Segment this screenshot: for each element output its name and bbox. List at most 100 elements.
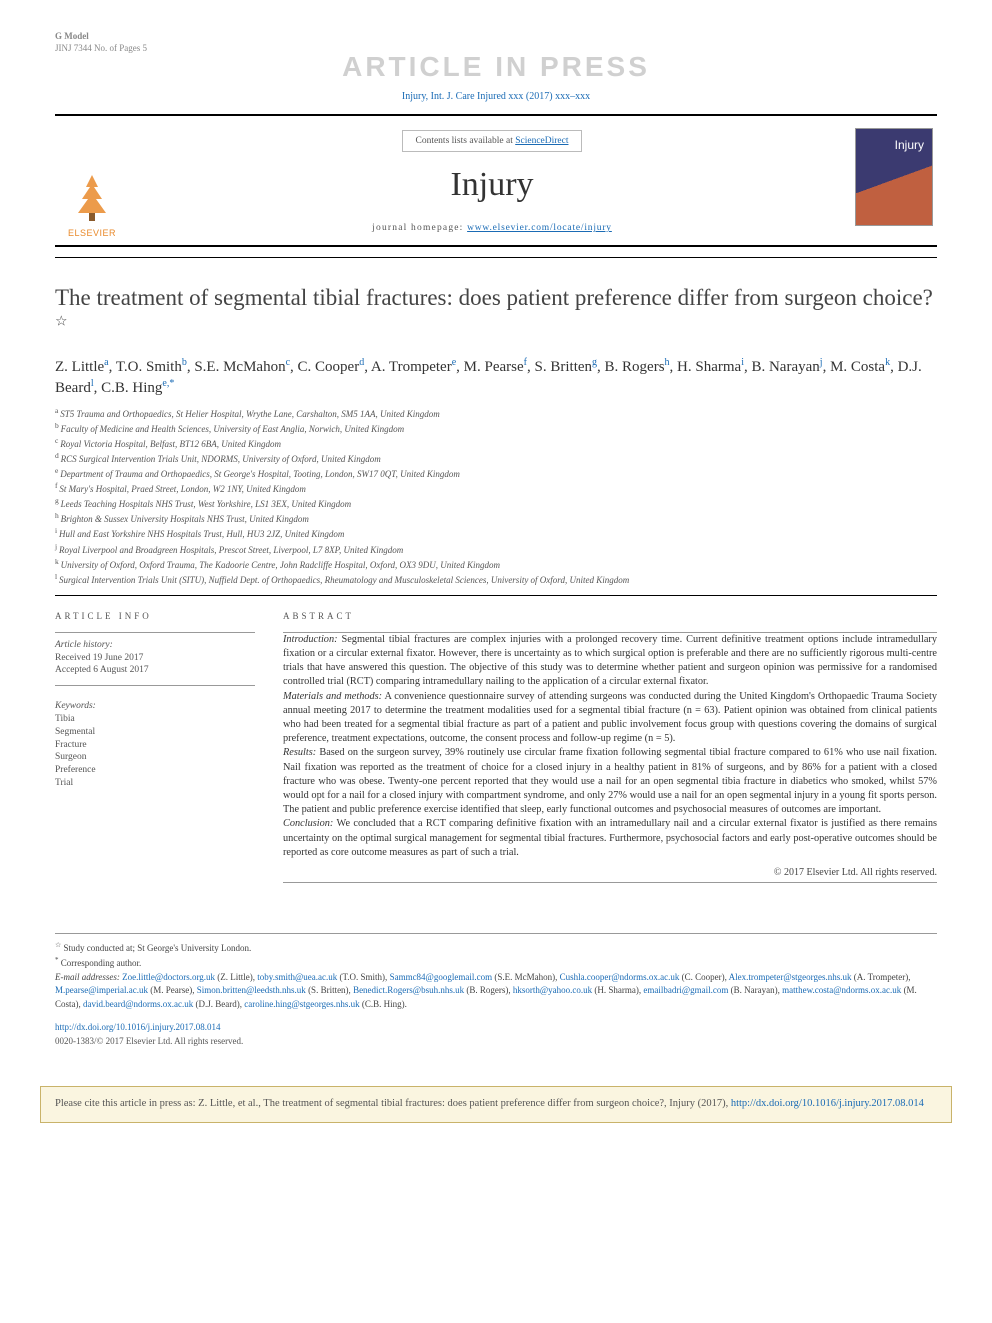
sciencedirect-link[interactable]: ScienceDirect bbox=[515, 136, 568, 146]
cite-text: Please cite this article in press as: Z.… bbox=[55, 1098, 731, 1109]
email-link[interactable]: caroline.hing@stgeorges.nhs.uk bbox=[244, 999, 359, 1009]
author-sup: e,* bbox=[162, 378, 174, 389]
email-link[interactable]: Cushla.cooper@ndorms.ox.ac.uk bbox=[560, 972, 680, 982]
email-link[interactable]: david.beard@ndorms.ox.ac.uk bbox=[83, 999, 193, 1009]
journal-cover-block: Injury bbox=[855, 124, 937, 246]
g-model-label: G Model bbox=[55, 31, 89, 41]
corresponding-footnote: * Corresponding author. bbox=[55, 955, 937, 971]
article-title: The treatment of segmental tibial fractu… bbox=[55, 284, 937, 342]
cover-title: Injury bbox=[895, 137, 924, 153]
affiliation-line: l Surgical Intervention Trials Unit (SIT… bbox=[55, 572, 937, 587]
received-line: Received 19 June 2017 bbox=[55, 652, 255, 665]
email-link[interactable]: Alex.trompeter@stgeorges.nhs.uk bbox=[729, 972, 852, 982]
authors-line: Z. Littlea, T.O. Smithb, S.E. McMahonc, … bbox=[55, 356, 937, 399]
article-in-press-watermark: ARTICLE IN PRESS bbox=[55, 48, 937, 86]
keyword-item: Trial bbox=[55, 777, 255, 790]
elsevier-label: ELSEVIER bbox=[68, 227, 116, 239]
homepage-label: journal homepage: bbox=[372, 223, 467, 233]
g-model-id: JINJ 7344 No. of Pages 5 bbox=[55, 43, 147, 53]
affiliation-line: d RCS Surgical Intervention Trials Unit,… bbox=[55, 451, 937, 466]
author-sup: d bbox=[359, 357, 364, 368]
email-link[interactable]: Zoe.little@doctors.org.uk bbox=[122, 972, 215, 982]
cite-doi-link[interactable]: http://dx.doi.org/10.1016/j.injury.2017.… bbox=[731, 1098, 924, 1109]
elsevier-tree-icon bbox=[64, 169, 120, 225]
elsevier-logo-block: ELSEVIER bbox=[55, 124, 129, 246]
journal-name: Injury bbox=[143, 162, 841, 208]
email-row: E-mail addresses: Zoe.little@doctors.org… bbox=[55, 971, 937, 1012]
homepage-line: journal homepage: www.elsevier.com/locat… bbox=[143, 222, 841, 235]
author-sup: g bbox=[592, 357, 597, 368]
two-column-region: ARTICLE INFO Article history: Received 1… bbox=[55, 610, 937, 883]
email-link[interactable]: M.pearse@imperial.ac.uk bbox=[55, 985, 148, 995]
mm-label: Materials and methods: bbox=[283, 691, 382, 702]
keywords-block: Keywords: TibiaSegmentalFractureSurgeonP… bbox=[55, 700, 255, 790]
email-label: E-mail addresses: bbox=[55, 972, 120, 982]
affiliation-line: e Department of Trauma and Orthopaedics,… bbox=[55, 466, 937, 481]
star-footnote: ☆ Study conducted at; St George's Univer… bbox=[55, 940, 937, 956]
keywords-label: Keywords: bbox=[55, 700, 255, 713]
contents-box: Contents lists available at ScienceDirec… bbox=[402, 130, 581, 153]
keyword-item: Segmental bbox=[55, 726, 255, 739]
corr-label: Corresponding author. bbox=[61, 958, 142, 968]
article-info-heading: ARTICLE INFO bbox=[55, 610, 255, 622]
title-text: The treatment of segmental tibial fractu… bbox=[55, 285, 933, 310]
title-star-icon: ☆ bbox=[55, 314, 68, 329]
email-link[interactable]: Simon.britten@leedsth.nhs.uk bbox=[197, 985, 306, 995]
abstract-col: ABSTRACT Introduction: Segmental tibial … bbox=[283, 610, 937, 883]
author-sup: j bbox=[820, 357, 823, 368]
affiliations-block: a ST5 Trauma and Orthopaedics, St Helier… bbox=[55, 406, 937, 587]
author-sup: f bbox=[524, 357, 527, 368]
abstract-heading: ABSTRACT bbox=[283, 610, 937, 622]
mm-text: A convenience questionnaire survey of at… bbox=[283, 691, 937, 745]
email-link[interactable]: toby.smith@uea.ac.uk bbox=[257, 972, 337, 982]
author-sup: e bbox=[452, 357, 456, 368]
journal-cover-thumbnail: Injury bbox=[855, 128, 933, 226]
intro-label: Introduction: bbox=[283, 634, 338, 645]
affiliation-line: f St Mary's Hospital, Praed Street, Lond… bbox=[55, 481, 937, 496]
author-sup: k bbox=[885, 357, 890, 368]
masthead-rule bbox=[55, 257, 937, 258]
author-sup: i bbox=[741, 357, 744, 368]
star-icon: ☆ bbox=[55, 941, 61, 949]
footnotes-block: ☆ Study conducted at; St George's Univer… bbox=[55, 933, 937, 1049]
keyword-item: Surgeon bbox=[55, 751, 255, 764]
citation-box: Please cite this article in press as: Z.… bbox=[40, 1086, 952, 1123]
abstract-copyright: © 2017 Elsevier Ltd. All rights reserved… bbox=[283, 866, 937, 880]
keywords-list: TibiaSegmentalFractureSurgeonPreferenceT… bbox=[55, 713, 255, 790]
article-history-block: Article history: Received 19 June 2017 A… bbox=[55, 632, 255, 686]
email-link[interactable]: emailbadri@gmail.com bbox=[643, 985, 728, 995]
affiliation-line: i Hull and East Yorkshire NHS Hospitals … bbox=[55, 526, 937, 541]
author-sup: l bbox=[91, 378, 94, 389]
res-label: Results: bbox=[283, 747, 316, 758]
con-text: We concluded that a RCT comparing defini… bbox=[283, 818, 937, 857]
contents-prefix: Contents lists available at bbox=[415, 136, 515, 146]
affiliation-line: a ST5 Trauma and Orthopaedics, St Helier… bbox=[55, 406, 937, 421]
author-sup: b bbox=[182, 357, 187, 368]
affiliation-line: j Royal Liverpool and Broadgreen Hospita… bbox=[55, 542, 937, 557]
doi-copyright: 0020-1383/© 2017 Elsevier Ltd. All right… bbox=[55, 1035, 937, 1049]
star-note-text: Study conducted at; St George's Universi… bbox=[64, 943, 252, 953]
email-link[interactable]: hksorth@yahoo.co.uk bbox=[513, 985, 592, 995]
affiliation-line: h Brighton & Sussex University Hospitals… bbox=[55, 511, 937, 526]
history-label: Article history: bbox=[55, 639, 255, 652]
page: G Model JINJ 7344 No. of Pages 5 ARTICLE… bbox=[0, 0, 992, 1068]
email-link[interactable]: Sammc84@googlemail.com bbox=[390, 972, 493, 982]
emails-list: Zoe.little@doctors.org.uk (Z. Little), t… bbox=[55, 972, 917, 1009]
keyword-item: Tibia bbox=[55, 713, 255, 726]
author-sup: c bbox=[286, 357, 290, 368]
doi-block: http://dx.doi.org/10.1016/j.injury.2017.… bbox=[55, 1021, 937, 1048]
abstract-body: Introduction: Segmental tibial fractures… bbox=[283, 633, 937, 860]
res-text: Based on the surgeon survey, 39% routine… bbox=[283, 747, 937, 815]
email-link[interactable]: Benedict.Rogers@bsuh.nhs.uk bbox=[353, 985, 464, 995]
doi-link[interactable]: http://dx.doi.org/10.1016/j.injury.2017.… bbox=[55, 1022, 221, 1032]
keyword-item: Fracture bbox=[55, 739, 255, 752]
email-link[interactable]: matthew.costa@ndorms.ox.ac.uk bbox=[782, 985, 901, 995]
article-info-col: ARTICLE INFO Article history: Received 1… bbox=[55, 610, 255, 883]
affiliation-line: k University of Oxford, Oxford Trauma, T… bbox=[55, 557, 937, 572]
author-sup: h bbox=[665, 357, 670, 368]
affiliation-line: c Royal Victoria Hospital, Belfast, BT12… bbox=[55, 436, 937, 451]
intro-text: Segmental tibial fractures are complex i… bbox=[283, 634, 937, 688]
affiliation-line: g Leeds Teaching Hospitals NHS Trust, We… bbox=[55, 496, 937, 511]
citation-line-top: Injury, Int. J. Care Injured xxx (2017) … bbox=[55, 90, 937, 104]
homepage-url[interactable]: www.elsevier.com/locate/injury bbox=[467, 223, 612, 233]
